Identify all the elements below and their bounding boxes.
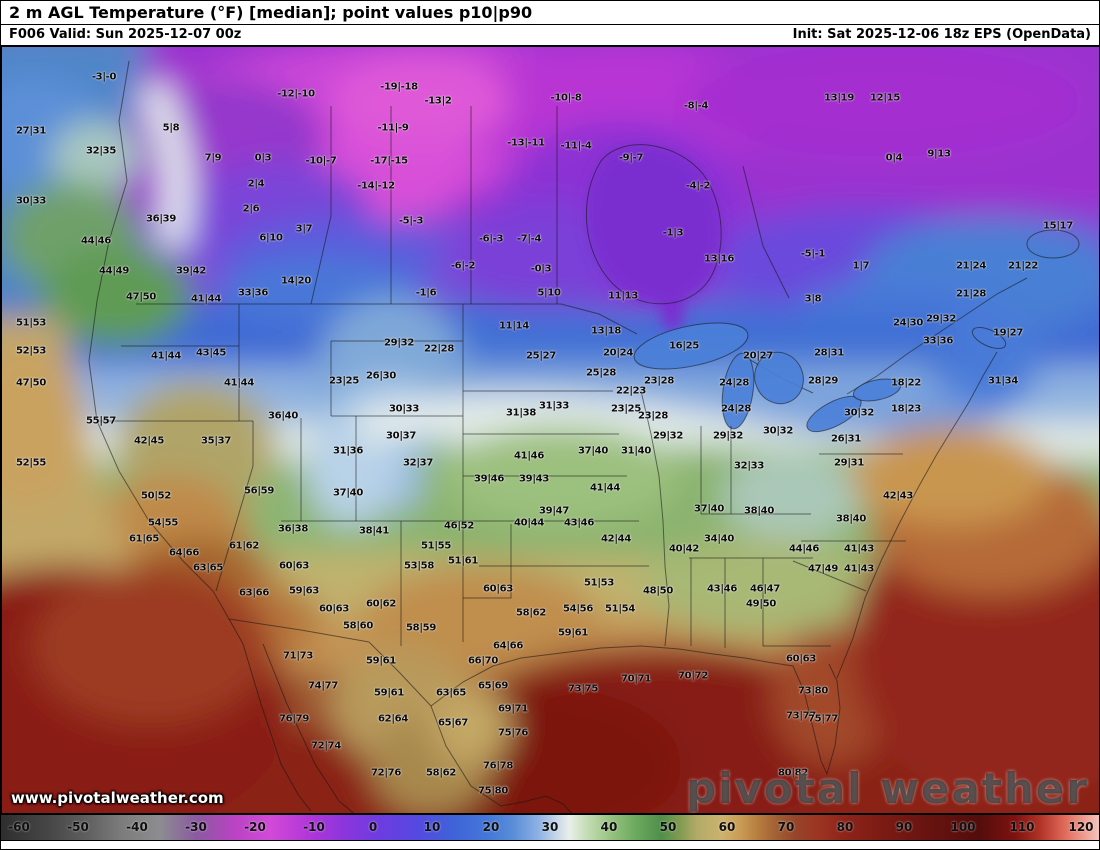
map-borders bbox=[88, 60, 1080, 814]
temperature-map bbox=[1, 46, 1099, 814]
colorbar-tick: -40 bbox=[126, 820, 148, 834]
colorbar-tick: -30 bbox=[185, 820, 207, 834]
colorbar-tick: 0 bbox=[368, 820, 378, 834]
subtitle-row: F006 Valid: Sun 2025-12-07 00z Init: Sat… bbox=[1, 25, 1099, 46]
colorbar-tick: 50 bbox=[659, 820, 677, 834]
valid-time-label: F006 Valid: Sun 2025-12-07 00z bbox=[9, 27, 242, 42]
colorbar-tick: 120 bbox=[1068, 820, 1094, 834]
colorbar-tick: -10 bbox=[303, 820, 325, 834]
colorbar-tick: 80 bbox=[836, 820, 854, 834]
colorbar-tick: 90 bbox=[895, 820, 913, 834]
colorbar-tick: 110 bbox=[1009, 820, 1035, 834]
colorbar-tick: 10 bbox=[423, 820, 441, 834]
map-area: www.pivotalweather.com pivotal weather bbox=[1, 46, 1099, 814]
colorbar-tick: 100 bbox=[950, 820, 976, 834]
page-title: 2 m AGL Temperature (°F) [median]; point… bbox=[1, 1, 1099, 25]
colorbar-tick: -60 bbox=[8, 820, 30, 834]
brand-watermark: pivotal weather bbox=[686, 764, 1089, 813]
colorbar-tick: -50 bbox=[67, 820, 89, 834]
water-bodies bbox=[586, 144, 722, 334]
colorbar-tick: 20 bbox=[482, 820, 500, 834]
colorbar-tick: -20 bbox=[244, 820, 266, 834]
colorbar-tick: 30 bbox=[541, 820, 559, 834]
colorbar: -60 -50 -40 -30 -20 -10 0 10 20 30 40 50 60 70 80 90 100… bbox=[1, 814, 1099, 849]
colorbar-gradient: -60 -50 -40 -30 -20 -10 0 10 20 30 40 50 60 70 80 90 100… bbox=[1, 814, 1099, 841]
colorbar-tick: 70 bbox=[777, 820, 795, 834]
colorbar-tick: 60 bbox=[718, 820, 736, 834]
colorbar-tick: 40 bbox=[600, 820, 618, 834]
temperature-field bbox=[1, 46, 1099, 814]
watermark-url: www.pivotalweather.com bbox=[11, 789, 224, 807]
header: 2 m AGL Temperature (°F) [median]; point… bbox=[1, 1, 1099, 46]
init-time-label: Init: Sat 2025-12-06 18z EPS (OpenData) bbox=[792, 27, 1091, 42]
map-frame bbox=[1, 46, 1099, 814]
